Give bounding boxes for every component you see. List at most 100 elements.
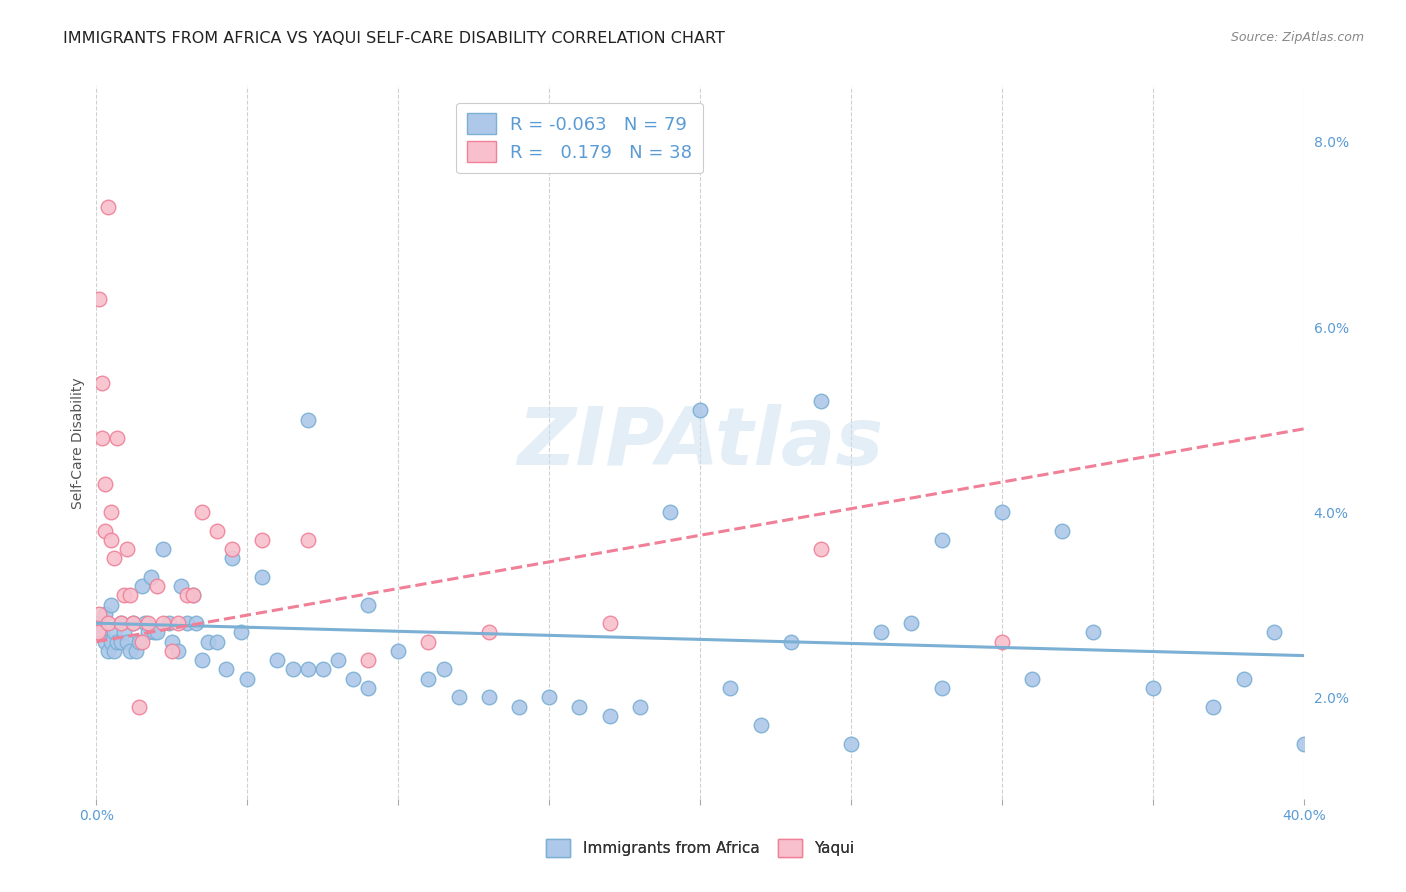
Point (215, 663, 238, 677)
Point (131, 579, 153, 593)
Point (176, 616, 198, 631)
Point (231, 625, 253, 640)
Point (1263, 625, 1285, 640)
Point (103, 644, 125, 658)
Point (145, 625, 167, 640)
Text: ZIPAtlas: ZIPAtlas (517, 404, 883, 482)
Y-axis label: Self-Care Disability: Self-Care Disability (72, 377, 86, 508)
Point (131, 634, 153, 648)
Point (121, 616, 143, 631)
Point (167, 616, 190, 631)
Point (94, 477, 117, 491)
Point (810, 394, 832, 409)
Point (118, 589, 141, 603)
Point (94, 524, 117, 538)
Point (157, 616, 180, 631)
Point (94, 634, 117, 648)
Point (810, 542, 832, 557)
Point (112, 589, 135, 603)
Point (991, 634, 1014, 648)
Point (139, 570, 162, 584)
Point (97, 644, 120, 658)
Point (115, 542, 138, 557)
Point (870, 625, 893, 640)
Point (87, 625, 110, 640)
Point (659, 505, 682, 519)
Point (107, 431, 129, 445)
Point (136, 625, 159, 640)
Point (191, 653, 214, 667)
Point (568, 699, 591, 714)
Point (931, 681, 953, 695)
Point (1292, 737, 1315, 751)
Point (197, 634, 219, 648)
Legend: Immigrants from Africa, Yaqui: Immigrants from Africa, Yaqui (540, 833, 860, 863)
Point (252, 533, 274, 547)
Point (118, 644, 141, 658)
Point (160, 634, 183, 648)
Point (145, 579, 167, 593)
Point (170, 579, 193, 593)
Point (508, 699, 530, 714)
Point (900, 616, 922, 631)
Point (136, 616, 159, 631)
Point (142, 625, 165, 640)
Text: Source: ZipAtlas.com: Source: ZipAtlas.com (1230, 31, 1364, 45)
Point (297, 533, 319, 547)
Point (205, 634, 228, 648)
Point (418, 672, 440, 686)
Point (89, 292, 111, 306)
Point (1021, 672, 1043, 686)
Point (100, 533, 122, 547)
Point (100, 634, 122, 648)
Point (1142, 681, 1164, 695)
Point (221, 542, 243, 557)
Point (94, 607, 117, 621)
Point (124, 644, 146, 658)
Point (103, 625, 125, 640)
Point (152, 542, 174, 557)
Point (181, 589, 204, 603)
Point (779, 634, 801, 648)
Point (357, 653, 380, 667)
Point (103, 551, 125, 566)
Point (1052, 524, 1074, 538)
Point (478, 690, 501, 705)
Point (160, 644, 183, 658)
Point (110, 616, 132, 631)
Point (839, 737, 862, 751)
Point (281, 663, 304, 677)
Point (100, 505, 122, 519)
Point (718, 681, 741, 695)
Point (134, 616, 156, 631)
Point (357, 681, 380, 695)
Point (357, 598, 380, 612)
Point (432, 663, 454, 677)
Point (478, 625, 501, 640)
Point (326, 653, 349, 667)
Point (749, 718, 772, 732)
Point (312, 663, 335, 677)
Point (991, 505, 1014, 519)
Point (387, 644, 409, 658)
Point (152, 616, 174, 631)
Point (91, 376, 114, 390)
Point (107, 634, 129, 648)
Point (121, 616, 143, 631)
Point (1081, 625, 1104, 640)
Point (418, 634, 440, 648)
Point (205, 524, 228, 538)
Point (128, 699, 150, 714)
Point (115, 634, 138, 648)
Point (266, 653, 288, 667)
Point (252, 570, 274, 584)
Point (110, 634, 132, 648)
Point (236, 672, 259, 686)
Point (176, 589, 198, 603)
Point (110, 616, 132, 631)
Point (599, 708, 621, 723)
Point (628, 699, 651, 714)
Point (91, 431, 114, 445)
Point (538, 690, 561, 705)
Point (128, 634, 150, 648)
